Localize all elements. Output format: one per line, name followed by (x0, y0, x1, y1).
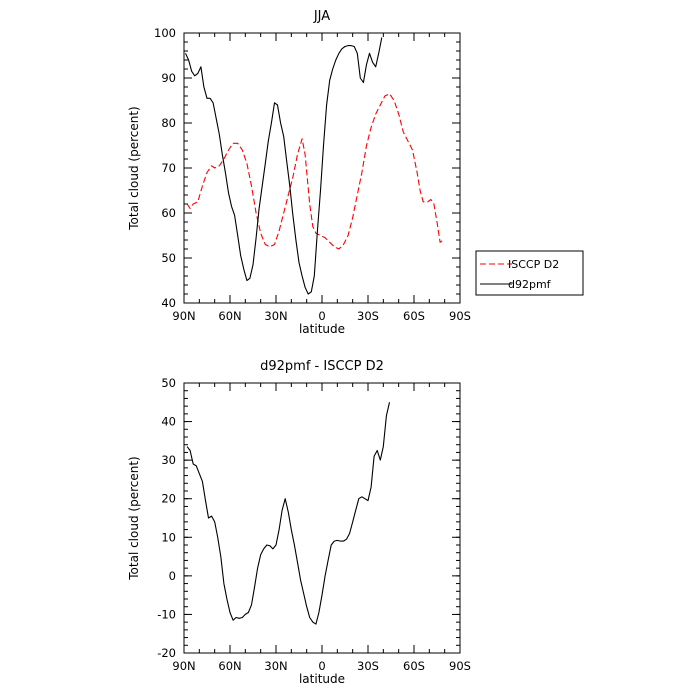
x-tick-label: 30N (264, 659, 287, 673)
y-tick-label: 60 (161, 206, 176, 220)
legend-label: d92pmf (508, 278, 552, 291)
series-line-isccp-d2 (186, 93, 444, 250)
legend-box (475, 250, 584, 296)
y-tick-label: 20 (161, 492, 176, 506)
x-tick-label: 30S (357, 659, 379, 673)
y-tick-label: 80 (161, 116, 176, 130)
y-tick-label: -10 (157, 607, 176, 621)
x-tick-label: 0 (318, 309, 325, 323)
chart-title: d92pmf - ISCCP D2 (260, 359, 384, 374)
series-line-difference (186, 402, 391, 625)
series-line-d92pmf (185, 37, 383, 295)
x-tick-label: 90N (172, 309, 195, 323)
bottom-panel-difference: 90N 60N 30N 0 30S 60S 90S -20 -10 0 10 20 30 40 50 d92p… (127, 359, 471, 686)
x-tick-label: 60N (218, 659, 241, 673)
y-axis-title: Total cloud (percent) (127, 106, 141, 230)
plot-frame (183, 382, 461, 654)
x-tick-label: 60N (218, 309, 241, 323)
y-tick-label: -20 (157, 646, 176, 660)
x-tick-label: 30N (264, 309, 287, 323)
y-tick-label: 100 (154, 26, 176, 40)
top-panel-jja: 90N 60N 30N 0 30S 60S 90S 40 50 60 70 80 90 100 JJA lat… (127, 9, 584, 336)
x-tick-label: 90S (449, 309, 471, 323)
x-axis-title: latitude (299, 672, 345, 686)
legend-label: ISCCP D2 (508, 258, 559, 271)
x-tick-label: 60S (403, 659, 425, 673)
x-axis-title: latitude (299, 322, 345, 336)
y-tick-label: 0 (169, 569, 176, 583)
y-tick-label: 70 (161, 161, 176, 175)
y-tick-label: 30 (161, 453, 176, 467)
x-tick-label: 60S (403, 309, 425, 323)
y-tick-label: 90 (161, 71, 176, 85)
y-tick-label: 40 (161, 415, 176, 429)
y-tick-label: 50 (161, 376, 176, 390)
x-tick-label: 30S (357, 309, 379, 323)
x-tick-label: 90S (449, 659, 471, 673)
y-tick-label: 50 (161, 251, 176, 265)
y-tick-label: 40 (161, 296, 176, 310)
y-tick-label: 10 (161, 530, 176, 544)
y-axis-title: Total cloud (percent) (127, 456, 141, 580)
x-tick-label: 90N (172, 659, 195, 673)
chart-title: JJA (313, 9, 330, 24)
x-tick-label: 0 (318, 659, 325, 673)
